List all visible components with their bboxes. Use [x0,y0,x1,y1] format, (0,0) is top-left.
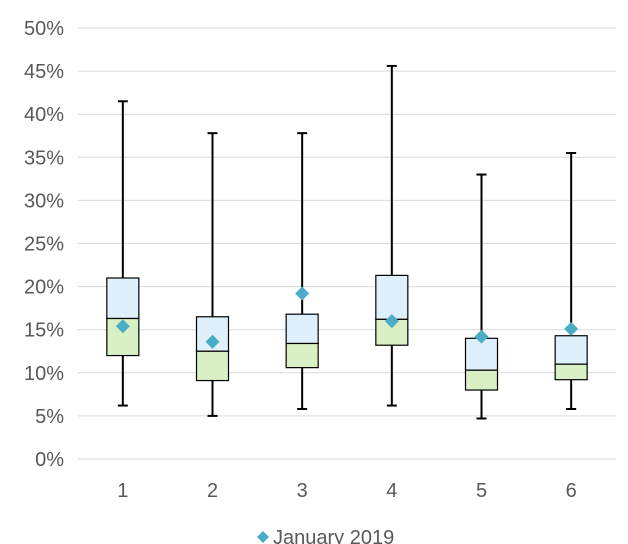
x-tick-label: 6 [566,480,577,502]
january-2019-marker [295,286,310,301]
upper-box [285,313,319,345]
january-2019-marker [205,334,220,349]
legend: January 2019 [257,527,394,544]
y-tick-label: 20% [24,277,64,299]
y-tick-label: 35% [24,147,64,169]
box-1 [106,100,140,407]
x-tick-label: 5 [476,480,487,502]
legend-label: January 2019 [273,527,394,544]
y-tick-label: 0% [35,449,64,471]
x-tick-label: 1 [117,480,128,502]
y-tick-label: 15% [24,320,64,342]
lower-box [195,350,230,382]
january-2019-marker [564,321,579,336]
x-axis: 1 2 3 4 5 6 [117,480,576,502]
box-6 [554,151,588,411]
box-5 [464,173,499,420]
january-2019-marker [384,314,399,329]
y-tick-label: 45% [24,61,64,83]
y-tick-label: 25% [24,234,64,256]
markers [115,286,579,349]
box-4 [375,64,409,407]
x-tick-label: 2 [207,480,218,502]
y-tick-label: 10% [24,363,64,385]
legend-marker [257,531,269,543]
y-tick-label: 5% [35,406,64,428]
y-tick-label: 30% [24,190,64,212]
lower-box [464,369,499,391]
y-tick-label: 50% [24,18,64,40]
x-tick-label: 4 [386,480,397,502]
upper-box [106,277,140,320]
box-3 [285,132,319,411]
lower-box [554,363,588,381]
january-2019-marker [115,319,130,334]
january-2019-marker [474,329,489,344]
upper-box [554,335,588,365]
upper-box [464,337,499,371]
gridlines [78,27,616,460]
boxes [106,64,588,420]
x-tick-label: 3 [297,480,308,502]
y-tick-label: 40% [24,104,64,126]
box-2 [195,132,230,417]
y-axis: 0% 5% 10% 15% 20% 25% 30% 35% 40% 45% 50% [24,18,64,471]
upper-box [375,274,409,320]
lower-box [285,342,319,369]
